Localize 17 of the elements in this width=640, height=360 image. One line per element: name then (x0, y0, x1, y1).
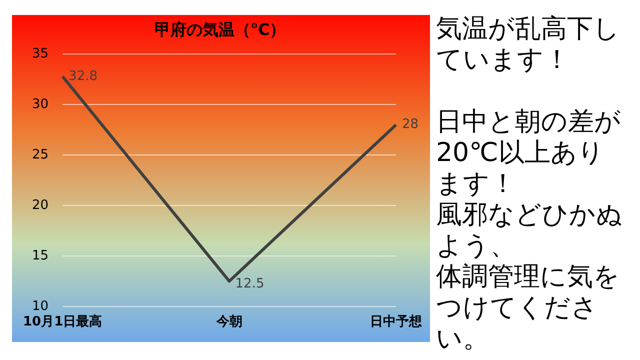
data-label: 28 (402, 117, 419, 132)
chart-title: 甲府の気温（℃） (154, 20, 286, 39)
data-label: 12.5 (235, 276, 264, 292)
x-tick-label: 10月1日最高 (22, 314, 102, 330)
text: 気温が乱高下しています！ (436, 14, 621, 76)
text: 日中と朝の差が20℃以上あります！ (436, 107, 622, 200)
y-tick-label: 15 (32, 248, 49, 264)
x-tick-label: 日中予想 (370, 314, 423, 330)
y-tick-label: 20 (32, 198, 49, 213)
y-tick-label: 35 (32, 46, 49, 62)
y-tick-label: 25 (32, 147, 49, 162)
y-tick-label: 30 (32, 97, 49, 112)
data-label: 32.8 (68, 68, 98, 84)
y-tick-label: 10 (32, 298, 49, 314)
text: 風邪などひかぬよう、 (436, 200, 624, 262)
x-tick-label: 今朝 (215, 314, 242, 330)
text: 体調管理に気をつけてください。 (436, 262, 621, 355)
